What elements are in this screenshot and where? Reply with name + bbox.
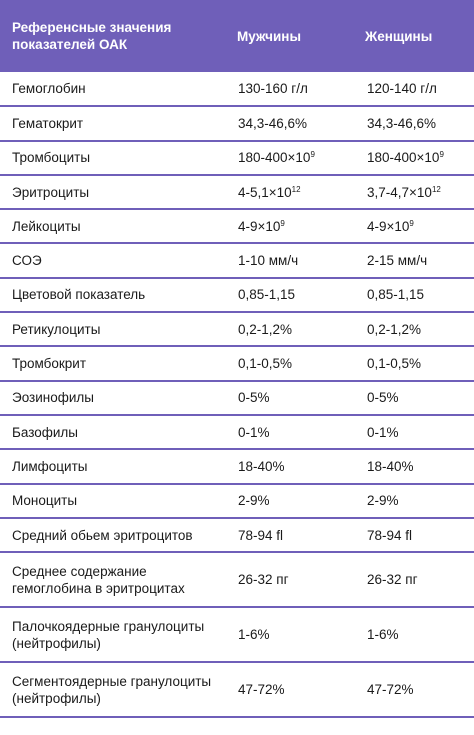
indicator-name: Среднее содержание гемоглобина в эритроц… — [0, 552, 227, 609]
indicator-name: Гематокрит — [0, 106, 227, 142]
women-value: 1-6% — [365, 607, 474, 664]
indicator-name: Тромбокрит — [0, 346, 227, 382]
men-value: 180-400×109 — [227, 140, 365, 176]
men-value: 0,85-1,15 — [227, 277, 365, 314]
women-value: 26-32 пг — [365, 552, 474, 609]
men-value: 26-32 пг — [227, 552, 365, 609]
table-row: Лейкоциты 4-9×109 4-9×109 — [0, 209, 474, 245]
table-row: Гематокрит 34,3-46,6% 34,3-46,6% — [0, 106, 474, 142]
men-value: 78-94 fl — [227, 517, 365, 554]
women-value: 0-1% — [365, 414, 474, 451]
indicator-name: Цветовой показатель — [0, 277, 227, 314]
men-value-exponent: 12 — [291, 184, 301, 194]
men-value: 18-40% — [227, 449, 365, 485]
women-value-exponent: 9 — [439, 150, 444, 160]
men-value: 2-9% — [227, 483, 365, 519]
header-indicator: Референсные значения показателей ОАК — [12, 20, 172, 52]
table-row: Эритроциты 4-5,1×1012 3,7-4,7×1012 — [0, 174, 474, 211]
table-row: Эозинофилы 0-5% 0-5% — [0, 380, 474, 416]
indicator-name: Эритроциты — [0, 174, 227, 211]
women-value: 0,2-1,2% — [365, 312, 474, 348]
table-header: Референсные значения показателей ОАК Муж… — [0, 0, 474, 72]
indicator-name: Палочкоядерные гранулоциты (нейтрофилы) — [0, 607, 227, 664]
women-value-exponent: 9 — [409, 218, 414, 228]
women-value: 0-5% — [365, 380, 474, 416]
table-row: Базофилы 0-1% 0-1% — [0, 414, 474, 451]
table-row: Цветовой показатель 0,85-1,15 0,85-1,15 — [0, 277, 474, 314]
table-row: СОЭ 1-10 мм/ч 2-15 мм/ч — [0, 243, 474, 279]
indicator-name: СОЭ — [0, 243, 227, 279]
indicator-name: Ретикулоциты — [0, 312, 227, 348]
header-women: Женщины — [365, 28, 433, 44]
women-value: 0,85-1,15 — [365, 277, 474, 314]
header-row: Референсные значения показателей ОАК Муж… — [0, 0, 474, 72]
table-row: Ретикулоциты 0,2-1,2% 0,2-1,2% — [0, 312, 474, 348]
indicator-name: Сегментоядерные гранулоциты (нейтрофилы) — [0, 662, 227, 719]
reference-values-table: Референсные значения показателей ОАК Муж… — [0, 0, 474, 719]
men-value: 47-72% — [227, 662, 365, 719]
men-value-base: 180-400×10 — [238, 150, 311, 166]
men-value-exponent: 9 — [310, 150, 315, 160]
indicator-name: Лейкоциты — [0, 209, 227, 245]
women-value: 47-72% — [365, 662, 474, 719]
women-value-exponent: 12 — [431, 184, 441, 194]
indicator-name: Гемоглобин — [0, 72, 227, 108]
men-value: 34,3-46,6% — [227, 106, 365, 142]
men-value: 1-6% — [227, 607, 365, 664]
indicator-name: Тромбоциты — [0, 140, 227, 176]
women-value: 2-9% — [365, 483, 474, 519]
men-value: 4-5,1×1012 — [227, 174, 365, 211]
men-value: 0,1-0,5% — [227, 346, 365, 382]
indicator-name: Моноциты — [0, 483, 227, 519]
men-value: 130-160 г/л — [227, 72, 365, 108]
table-row: Моноциты 2-9% 2-9% — [0, 483, 474, 519]
women-value: 4-9×109 — [365, 209, 474, 245]
women-value-base: 4-9×10 — [367, 218, 410, 234]
women-value: 78-94 fl — [365, 517, 474, 554]
table-row: Палочкоядерные гранулоциты (нейтрофилы) … — [0, 607, 474, 664]
women-value-base: 3,7-4,7×10 — [367, 184, 432, 200]
women-value: 180-400×109 — [365, 140, 474, 176]
women-value: 34,3-46,6% — [365, 106, 474, 142]
men-value-base: 4-9×10 — [238, 218, 281, 234]
indicator-name: Эозинофилы — [0, 380, 227, 416]
table-row: Лимфоциты 18-40% 18-40% — [0, 449, 474, 485]
table-row: Тромбоциты 180-400×109 180-400×109 — [0, 140, 474, 176]
indicator-name: Средний обьем эритроцитов — [0, 517, 227, 554]
women-value-base: 180-400×10 — [367, 150, 440, 166]
men-value-base: 4-5,1×10 — [238, 184, 292, 200]
header-men: Мужчины — [237, 28, 301, 44]
men-value: 0,2-1,2% — [227, 312, 365, 348]
table-row: Тромбокрит 0,1-0,5% 0,1-0,5% — [0, 346, 474, 382]
women-value: 3,7-4,7×1012 — [365, 174, 474, 211]
women-value: 0,1-0,5% — [365, 346, 474, 382]
men-value: 0-5% — [227, 380, 365, 416]
indicator-name: Лимфоциты — [0, 449, 227, 485]
men-value-exponent: 9 — [280, 218, 285, 228]
women-value: 2-15 мм/ч — [365, 243, 474, 279]
men-value: 4-9×109 — [227, 209, 365, 245]
men-value: 1-10 мм/ч — [227, 243, 365, 279]
table-row: Сегментоядерные гранулоциты (нейтрофилы)… — [0, 662, 474, 719]
indicator-name: Базофилы — [0, 414, 227, 451]
women-value: 120-140 г/л — [365, 72, 474, 108]
table-row: Средний обьем эритроцитов 78-94 fl 78-94… — [0, 517, 474, 554]
men-value: 0-1% — [227, 414, 365, 451]
table-row: Среднее содержание гемоглобина в эритроц… — [0, 552, 474, 609]
women-value: 18-40% — [365, 449, 474, 485]
table-row: Гемоглобин 130-160 г/л 120-140 г/л — [0, 72, 474, 108]
